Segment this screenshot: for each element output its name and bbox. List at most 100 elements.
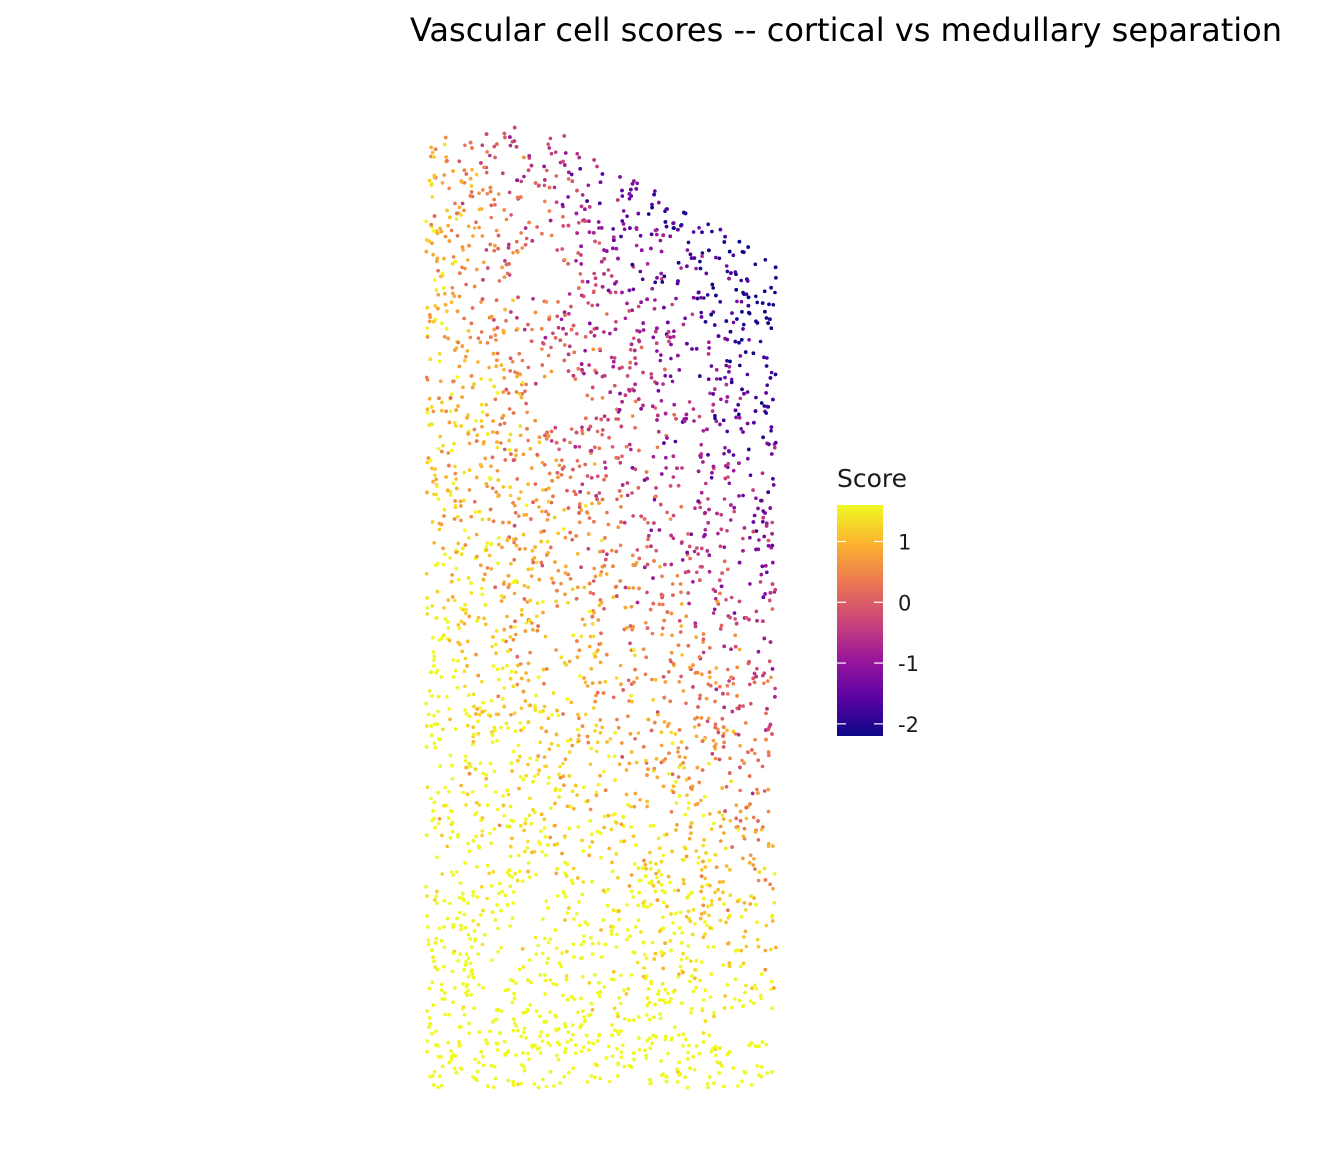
scatter-point bbox=[565, 739, 570, 743]
scatter-point bbox=[698, 693, 702, 698]
scatter-point bbox=[579, 634, 584, 639]
scatter-point bbox=[508, 432, 513, 437]
scatter-point bbox=[545, 961, 549, 965]
scatter-point bbox=[730, 845, 734, 849]
scatter-point bbox=[453, 668, 458, 673]
scatter-point bbox=[726, 461, 730, 466]
scatter-point bbox=[484, 170, 489, 175]
scatter-point bbox=[494, 629, 499, 633]
scatter-point bbox=[740, 310, 744, 314]
scatter-point bbox=[598, 680, 602, 685]
scatter-point bbox=[587, 845, 592, 849]
scatter-point bbox=[769, 675, 773, 680]
scatter-point bbox=[699, 452, 704, 456]
scatter-point bbox=[533, 310, 538, 315]
scatter-point bbox=[726, 567, 730, 572]
scatter-point bbox=[436, 821, 441, 826]
scatter-point bbox=[521, 452, 526, 457]
scatter-point bbox=[479, 300, 483, 304]
scatter-point bbox=[525, 1008, 530, 1012]
scatter-point bbox=[594, 416, 599, 421]
scatter-point bbox=[605, 312, 609, 316]
scatter-point bbox=[566, 600, 570, 605]
scatter-point bbox=[692, 419, 696, 423]
scatter-point bbox=[517, 514, 521, 518]
scatter-point bbox=[489, 567, 494, 571]
scatter-point bbox=[587, 581, 592, 586]
scatter-point bbox=[438, 1074, 442, 1079]
scatter-point bbox=[741, 327, 745, 331]
scatter-point bbox=[461, 790, 466, 795]
scatter-point bbox=[724, 597, 728, 602]
scatter-point bbox=[592, 566, 596, 571]
scatter-point bbox=[562, 508, 566, 512]
scatter-point bbox=[539, 327, 544, 331]
scatter-point bbox=[741, 536, 745, 541]
scatter-point bbox=[589, 1074, 594, 1078]
scatter-point bbox=[484, 545, 489, 549]
scatter-point bbox=[676, 746, 681, 750]
scatter-point bbox=[554, 982, 559, 987]
scatter-point bbox=[590, 952, 595, 956]
scatter-point bbox=[538, 740, 542, 745]
scatter-point bbox=[490, 730, 494, 734]
scatter-point bbox=[469, 591, 474, 595]
scatter-point bbox=[543, 973, 547, 977]
scatter-point bbox=[708, 646, 712, 650]
scatter-point bbox=[614, 320, 618, 324]
scatter-point bbox=[455, 375, 460, 379]
scatter-point bbox=[542, 755, 547, 759]
scatter-point bbox=[453, 727, 458, 731]
scatter-point bbox=[674, 296, 678, 301]
scatter-point bbox=[565, 911, 570, 915]
scatter-point bbox=[677, 728, 682, 732]
scatter-point bbox=[609, 977, 614, 981]
scatter-point bbox=[458, 910, 462, 915]
scatter-point bbox=[632, 862, 637, 866]
scatter-point bbox=[434, 492, 438, 497]
scatter-point bbox=[671, 513, 676, 518]
scatter-point bbox=[589, 330, 593, 334]
scatter-point bbox=[650, 202, 654, 207]
scatter-point bbox=[562, 783, 566, 787]
scatter-point bbox=[511, 298, 515, 303]
scatter-point bbox=[425, 1039, 429, 1043]
scatter-point bbox=[437, 926, 442, 931]
scatter-point bbox=[436, 306, 440, 311]
scatter-point bbox=[622, 988, 626, 992]
scatter-point bbox=[602, 825, 606, 830]
scatter-point bbox=[759, 401, 764, 405]
scatter-point bbox=[618, 579, 622, 583]
scatter-point bbox=[604, 557, 608, 562]
scatter-point bbox=[727, 449, 731, 454]
scatter-point bbox=[703, 920, 707, 924]
scatter-point bbox=[563, 757, 568, 761]
scatter-point bbox=[470, 306, 475, 310]
scatter-point bbox=[442, 925, 446, 929]
scatter-point bbox=[524, 236, 529, 241]
scatter-point bbox=[607, 1044, 611, 1049]
scatter-point bbox=[701, 903, 706, 908]
scatter-point bbox=[430, 466, 434, 471]
scatter-point bbox=[565, 862, 570, 866]
scatter-point bbox=[741, 493, 745, 498]
scatter-point bbox=[564, 332, 568, 336]
scatter-point bbox=[622, 1064, 627, 1069]
scatter-point bbox=[635, 600, 640, 605]
scatter-point bbox=[573, 377, 578, 381]
scatter-point bbox=[523, 226, 528, 230]
scatter-point bbox=[595, 740, 600, 745]
scatter-point bbox=[556, 300, 560, 304]
scatter-point bbox=[760, 564, 765, 569]
scatter-point bbox=[463, 656, 468, 661]
scatter-point bbox=[684, 614, 688, 619]
scatter-point bbox=[450, 829, 455, 834]
scatter-point bbox=[703, 932, 707, 936]
scatter-point bbox=[534, 952, 539, 956]
scatter-point bbox=[611, 227, 615, 231]
scatter-point bbox=[747, 447, 751, 452]
scatter-point bbox=[547, 486, 551, 491]
scatter-point bbox=[640, 277, 645, 282]
scatter-point bbox=[535, 452, 539, 457]
scatter-point bbox=[462, 316, 466, 321]
